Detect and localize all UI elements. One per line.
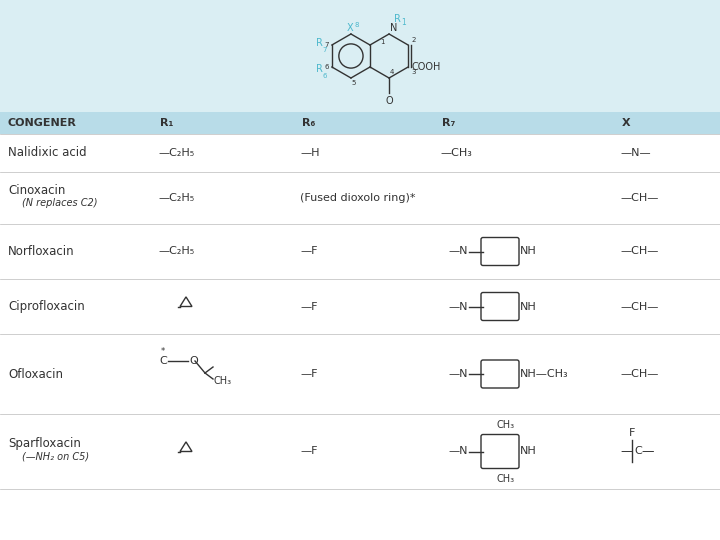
Text: Ofloxacin: Ofloxacin	[8, 368, 63, 381]
Text: 1: 1	[381, 39, 385, 45]
Text: Ciprofloxacin: Ciprofloxacin	[8, 300, 85, 313]
Text: 8: 8	[355, 22, 359, 28]
Text: (—NH₂ on C5): (—NH₂ on C5)	[22, 451, 89, 462]
Text: CH₃: CH₃	[214, 376, 232, 386]
Text: *: *	[161, 347, 165, 356]
Text: 3: 3	[411, 69, 415, 75]
Text: (N replaces C2): (N replaces C2)	[22, 198, 97, 208]
Text: 6: 6	[325, 64, 329, 70]
Text: —N: —N	[449, 301, 468, 312]
Text: X: X	[622, 118, 631, 128]
Text: —N: —N	[449, 246, 468, 256]
Bar	[0, 112, 720, 134]
Text: R₁: R₁	[160, 118, 174, 128]
Text: —F: —F	[300, 369, 318, 379]
Text: —: —	[641, 445, 654, 458]
Text: Nalidixic acid: Nalidixic acid	[8, 146, 86, 159]
Text: —CH—: —CH—	[620, 246, 658, 256]
Text: 2: 2	[411, 37, 415, 43]
Text: —F: —F	[300, 301, 318, 312]
Text: —H: —H	[300, 148, 320, 158]
Text: 6: 6	[323, 73, 328, 79]
Text: 7: 7	[323, 47, 328, 53]
Text: NH: NH	[520, 447, 536, 456]
Text: —C₂H₅: —C₂H₅	[158, 148, 194, 158]
Text: —C₂H₅: —C₂H₅	[158, 246, 194, 256]
Text: O: O	[385, 97, 393, 106]
Text: O: O	[189, 356, 198, 366]
Text: —C₂H₅: —C₂H₅	[158, 193, 194, 203]
Text: —N: —N	[449, 447, 468, 456]
Text: —CH—: —CH—	[620, 193, 658, 203]
Text: CONGENER: CONGENER	[8, 118, 77, 128]
Text: —CH—: —CH—	[620, 301, 658, 312]
Text: N: N	[390, 23, 397, 33]
Text: COOH: COOH	[411, 62, 441, 72]
Text: —N—: —N—	[620, 148, 651, 158]
Text: R: R	[394, 14, 401, 24]
Text: —F: —F	[300, 246, 318, 256]
Text: —N: —N	[449, 369, 468, 379]
Text: —CH₃: —CH₃	[440, 148, 472, 158]
Text: R₇: R₇	[442, 118, 455, 128]
Text: NH: NH	[520, 301, 536, 312]
Text: X: X	[346, 23, 354, 33]
Text: F: F	[629, 429, 635, 438]
Bar	[0, 134, 720, 540]
Text: 1: 1	[401, 18, 406, 27]
Bar	[0, 0, 720, 112]
Text: CH₃: CH₃	[497, 420, 515, 429]
Text: Cinoxacin: Cinoxacin	[8, 184, 66, 197]
Text: 7: 7	[325, 42, 329, 48]
Text: (Fused dioxolo ring)*: (Fused dioxolo ring)*	[300, 193, 415, 203]
Text: R: R	[316, 38, 323, 48]
Text: NH—CH₃: NH—CH₃	[520, 369, 569, 379]
Text: C: C	[634, 447, 642, 456]
Text: Sparfloxacin: Sparfloxacin	[8, 437, 81, 450]
Text: C: C	[159, 356, 167, 366]
Text: CH₃: CH₃	[497, 474, 515, 483]
Text: —: —	[620, 445, 632, 458]
Text: R: R	[316, 64, 323, 74]
Text: 5: 5	[352, 80, 356, 86]
Text: —CH—: —CH—	[620, 369, 658, 379]
Text: NH: NH	[520, 246, 536, 256]
Text: 4: 4	[390, 69, 395, 75]
Text: —F: —F	[300, 447, 318, 456]
Text: Norfloxacin: Norfloxacin	[8, 245, 75, 258]
Text: R₆: R₆	[302, 118, 315, 128]
